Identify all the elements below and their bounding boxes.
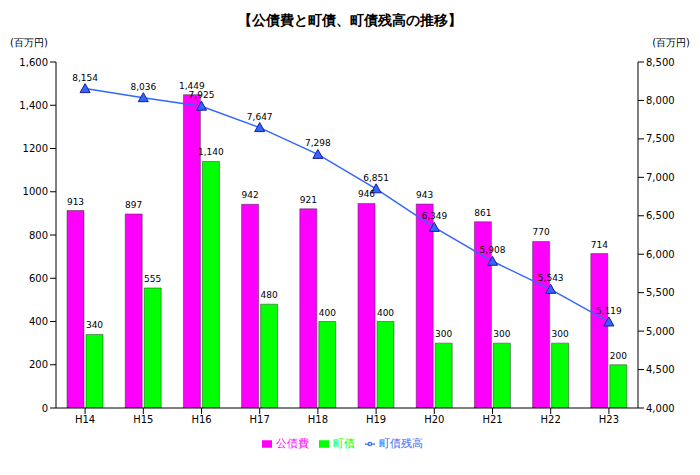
svg-text:861: 861 — [474, 208, 491, 218]
svg-text:H15: H15 — [133, 414, 153, 425]
svg-text:6,349: 6,349 — [421, 211, 447, 221]
svg-text:1000: 1000 — [23, 186, 48, 197]
svg-text:946: 946 — [358, 189, 375, 199]
svg-text:7,000: 7,000 — [646, 172, 675, 183]
svg-text:770: 770 — [533, 227, 550, 237]
svg-text:300: 300 — [493, 329, 510, 339]
html-text:町債: 町債 — [332, 437, 355, 450]
svg-text:400: 400 — [319, 308, 336, 318]
svg-text:1,600: 1,600 — [19, 57, 48, 68]
svg-text:480: 480 — [261, 290, 278, 300]
svg-text:600: 600 — [29, 273, 48, 284]
svg-text:200: 200 — [610, 351, 627, 361]
svg-text:H22: H22 — [541, 414, 561, 425]
svg-text:1200: 1200 — [23, 143, 48, 154]
svg-text:H17: H17 — [250, 414, 270, 425]
svg-text:5,543: 5,543 — [538, 273, 564, 283]
svg-text:0: 0 — [42, 403, 48, 414]
svg-text:H14: H14 — [75, 414, 95, 425]
svg-text:8,000: 8,000 — [646, 95, 675, 106]
svg-text:8,036: 8,036 — [130, 82, 156, 92]
svg-text:300: 300 — [552, 329, 569, 339]
svg-text:200: 200 — [29, 359, 48, 370]
svg-text:800: 800 — [29, 230, 48, 241]
svg-text:H20: H20 — [424, 414, 444, 425]
svg-text:5,000: 5,000 — [646, 326, 675, 337]
svg-text:H16: H16 — [191, 414, 211, 425]
html-text:【公債費と町債、町債残高の推移】: 【公債費と町債、町債残高の推移】 — [238, 12, 462, 28]
svg-text:6,000: 6,000 — [646, 249, 675, 260]
svg-text:7,647: 7,647 — [247, 112, 273, 122]
svg-text:400: 400 — [377, 308, 394, 318]
svg-text:897: 897 — [125, 200, 142, 210]
svg-text:7,298: 7,298 — [305, 138, 331, 148]
svg-text:943: 943 — [416, 190, 433, 200]
svg-text:300: 300 — [435, 329, 452, 339]
svg-text:400: 400 — [29, 316, 48, 327]
svg-text:7,925: 7,925 — [189, 90, 215, 100]
svg-text:4,000: 4,000 — [646, 403, 675, 414]
svg-text:8,154: 8,154 — [72, 73, 98, 83]
svg-text:6,500: 6,500 — [646, 210, 675, 221]
svg-text:1,400: 1,400 — [19, 100, 48, 111]
svg-text:7,500: 7,500 — [646, 133, 675, 144]
svg-text:913: 913 — [67, 197, 84, 207]
svg-text:4,500: 4,500 — [646, 364, 675, 375]
html-text:公債費: 公債費 — [275, 437, 309, 450]
svg-text:6,851: 6,851 — [363, 173, 389, 183]
svg-text:1,449: 1,449 — [179, 81, 205, 91]
html-text:町債残高: 町債残高 — [378, 437, 423, 450]
svg-text:714: 714 — [591, 240, 608, 250]
svg-text:H19: H19 — [366, 414, 386, 425]
svg-text:H18: H18 — [308, 414, 328, 425]
html-text:(百万円): (百万円) — [10, 37, 48, 48]
svg-text:8,500: 8,500 — [646, 57, 675, 68]
svg-text:H21: H21 — [482, 414, 502, 425]
svg-text:555: 555 — [144, 274, 161, 284]
html-text:(百万円): (百万円) — [652, 37, 690, 48]
svg-text:921: 921 — [300, 195, 317, 205]
svg-text:5,908: 5,908 — [480, 245, 506, 255]
svg-text:5,500: 5,500 — [646, 287, 675, 298]
svg-text:1,140: 1,140 — [198, 147, 224, 157]
svg-text:340: 340 — [86, 320, 103, 330]
svg-text:5,119: 5,119 — [596, 306, 622, 316]
svg-text:942: 942 — [242, 190, 259, 200]
svg-text:H23: H23 — [599, 414, 619, 425]
